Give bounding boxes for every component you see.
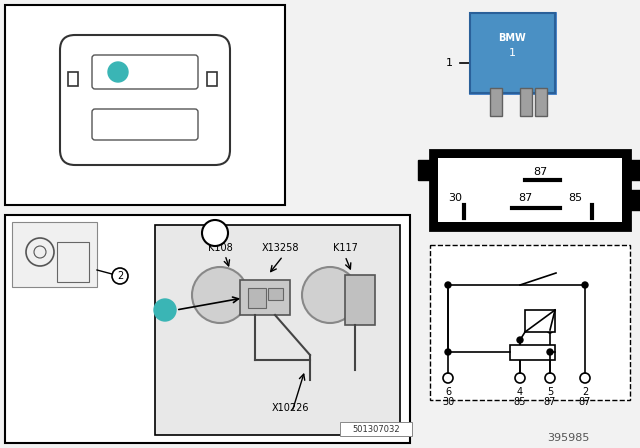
Text: K108: K108 xyxy=(207,243,232,253)
Circle shape xyxy=(202,220,228,246)
FancyBboxPatch shape xyxy=(92,55,198,89)
Text: 1: 1 xyxy=(161,305,169,315)
Text: 395985: 395985 xyxy=(548,433,590,443)
Circle shape xyxy=(445,349,451,355)
Text: 87: 87 xyxy=(518,193,532,203)
Bar xyxy=(438,158,622,222)
Text: 85: 85 xyxy=(514,397,526,407)
Bar xyxy=(12,222,97,287)
Bar xyxy=(5,215,410,443)
Bar xyxy=(490,88,502,116)
Circle shape xyxy=(108,62,128,82)
Text: 30: 30 xyxy=(442,397,454,407)
Bar xyxy=(57,242,89,282)
Circle shape xyxy=(582,282,588,288)
Bar xyxy=(525,310,555,332)
Text: 1: 1 xyxy=(114,67,122,77)
Circle shape xyxy=(545,373,555,383)
Text: 85: 85 xyxy=(568,193,582,203)
Bar xyxy=(470,13,555,93)
Circle shape xyxy=(445,282,451,288)
Circle shape xyxy=(192,267,248,323)
Text: BMW: BMW xyxy=(498,33,526,43)
Bar xyxy=(630,160,640,180)
Text: 87: 87 xyxy=(544,397,556,407)
Bar xyxy=(535,88,547,116)
Bar xyxy=(207,72,217,86)
FancyBboxPatch shape xyxy=(92,109,198,140)
Circle shape xyxy=(547,327,553,333)
Bar xyxy=(68,72,78,86)
Bar xyxy=(418,160,430,180)
Text: 87: 87 xyxy=(579,397,591,407)
Bar xyxy=(340,422,412,436)
Bar xyxy=(268,288,283,300)
Circle shape xyxy=(517,337,523,343)
Bar xyxy=(345,275,375,325)
Circle shape xyxy=(515,373,525,383)
Text: 1: 1 xyxy=(509,48,515,58)
Bar xyxy=(430,245,630,400)
Bar xyxy=(470,13,555,93)
Text: 87: 87 xyxy=(533,167,547,177)
Text: X10226: X10226 xyxy=(271,403,308,413)
Text: 2: 2 xyxy=(117,271,123,281)
Text: 4: 4 xyxy=(517,387,523,397)
Bar xyxy=(240,280,290,315)
Bar xyxy=(248,288,266,308)
Text: 5: 5 xyxy=(547,387,553,397)
Text: 2: 2 xyxy=(210,226,220,240)
FancyBboxPatch shape xyxy=(60,35,230,165)
Text: X13258: X13258 xyxy=(261,243,299,253)
Bar xyxy=(155,225,400,435)
Circle shape xyxy=(302,267,358,323)
Text: 6: 6 xyxy=(445,387,451,397)
Bar xyxy=(430,150,630,230)
Circle shape xyxy=(443,373,453,383)
Circle shape xyxy=(580,373,590,383)
Bar xyxy=(5,5,285,205)
Bar xyxy=(630,190,640,210)
Text: 2: 2 xyxy=(582,387,588,397)
Text: 30: 30 xyxy=(448,193,462,203)
Circle shape xyxy=(154,299,176,321)
Text: 1: 1 xyxy=(446,58,453,68)
Bar xyxy=(510,345,555,360)
Text: K117: K117 xyxy=(333,243,357,253)
Bar xyxy=(520,88,532,116)
Circle shape xyxy=(547,349,553,355)
Text: 501307032: 501307032 xyxy=(352,425,400,434)
